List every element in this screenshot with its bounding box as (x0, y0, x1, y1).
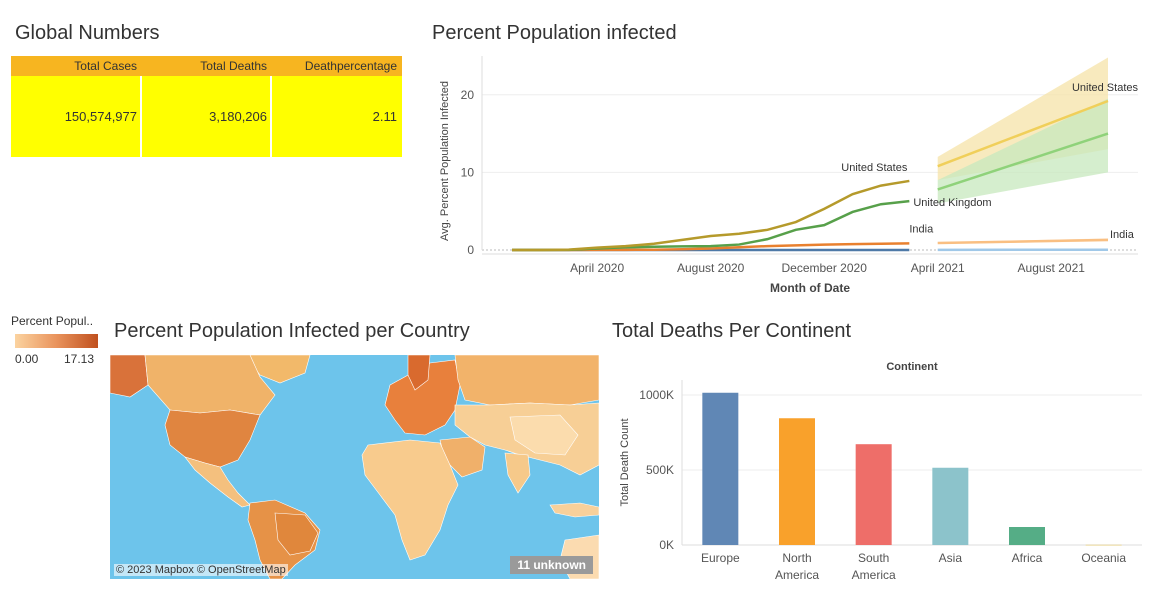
map-attribution[interactable]: © 2023 Mapbox © OpenStreetMap (114, 564, 288, 576)
y-tick-label: 20 (461, 88, 475, 102)
x-tick-label: April 2021 (911, 261, 965, 275)
forecast-line (937, 99, 1109, 168)
y-axis-title: Avg. Percent Population Infected (439, 81, 451, 241)
y-tick-label: 1000K (639, 388, 674, 402)
forecast-band (937, 98, 1108, 204)
bar (932, 467, 969, 545)
brazil-shape (274, 512, 319, 556)
bar (1085, 544, 1122, 546)
y-tick-label: 500K (646, 463, 674, 477)
x-tick-label: Europe (701, 551, 740, 565)
bar (1009, 527, 1045, 545)
x-tick-label: America (775, 568, 819, 582)
bar-chart-axis-title: Continent (886, 361, 938, 373)
header-total-deaths: Total Deaths (200, 59, 267, 73)
world-map[interactable]: © 2023 Mapbox © OpenStreetMap 11 unknown (110, 355, 599, 579)
map-legend-max: 17.13 (64, 352, 95, 366)
value-deathpercentage: 2.11 (372, 109, 397, 124)
map-legend-title: Percent Popul.. (11, 314, 94, 328)
x-tick-label: Oceania (1081, 551, 1126, 565)
global-numbers-title: Global Numbers (15, 22, 160, 44)
series-label: India (909, 223, 934, 235)
y-tick-label: 0K (659, 538, 674, 552)
series-line (512, 179, 910, 252)
x-tick-label: South (858, 551, 889, 565)
series-label: United States (1072, 82, 1139, 94)
map-legend-gradient (15, 334, 98, 348)
series-label: India (1110, 229, 1135, 241)
world-map-shapes (110, 355, 599, 579)
header-deathpercentage: Deathpercentage (304, 59, 397, 73)
russia-shape (454, 355, 599, 406)
series-label: United Kingdom (913, 197, 991, 209)
table-row: 150,574,977 3,180,206 2.11 (11, 76, 402, 157)
x-tick-label: Africa (1012, 551, 1043, 565)
y-tick-label: 10 (461, 165, 475, 179)
x-tick-label: August 2020 (677, 261, 745, 275)
bar (855, 444, 892, 545)
series-label: United States (841, 162, 908, 174)
y-axis-title: Total Death Count (619, 418, 631, 506)
map-title: Percent Population Infected per Country (114, 320, 470, 342)
table-header: Total Cases Total Deaths Deathpercentage (11, 56, 402, 76)
x-tick-label: December 2020 (781, 261, 867, 275)
x-axis-title: Month of Date (770, 281, 850, 295)
header-total-cases: Total Cases (74, 59, 137, 73)
global-numbers-table: Total Cases Total Deaths Deathpercentage… (11, 56, 402, 157)
bar (702, 392, 739, 545)
x-tick-label: America (852, 568, 896, 582)
map-legend-min: 0.00 (15, 352, 39, 366)
value-total-deaths: 3,180,206 (209, 109, 267, 124)
x-tick-label: April 2020 (570, 261, 624, 275)
bar-chart[interactable]: Continent 0K 500K 1000K Total Death Count Eur… (612, 350, 1152, 590)
line-chart-title: Percent Population infected (432, 22, 677, 44)
forecast-line (937, 132, 1109, 191)
x-tick-label: August 2021 (1018, 261, 1086, 275)
alaska-shape (110, 355, 149, 398)
series-line (512, 199, 910, 252)
bar-chart-title: Total Deaths Per Continent (612, 320, 852, 342)
line-chart[interactable]: 0 10 20 April 2020 August 2020 December 2020 A… (430, 50, 1150, 300)
x-tick-label: Asia (939, 551, 963, 565)
indonesia-shape (549, 502, 599, 518)
value-total-cases: 150,574,977 (64, 109, 137, 124)
bar (779, 418, 815, 545)
forecast-line (937, 238, 1109, 245)
y-tick-label: 0 (467, 243, 474, 257)
scandinavia-shape (407, 355, 431, 391)
europe-shape (384, 359, 461, 436)
x-tick-label: North (782, 551, 811, 565)
india-shape (504, 452, 531, 494)
china-shape (509, 414, 579, 456)
column-divider (140, 76, 142, 157)
africa-shape (361, 439, 459, 561)
column-divider (270, 76, 272, 157)
usa-shape (164, 409, 261, 468)
map-unknown-badge[interactable]: 11 unknown (510, 556, 593, 574)
